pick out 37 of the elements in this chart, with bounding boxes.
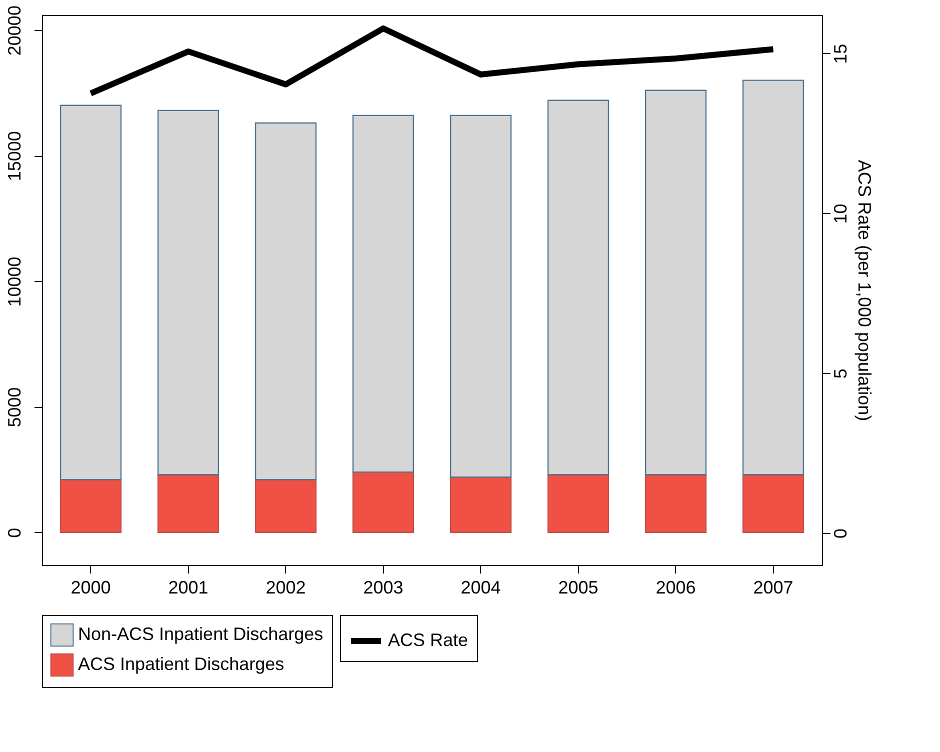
bar xyxy=(157,474,220,533)
x-tick-label: 2001 xyxy=(168,578,208,598)
bar xyxy=(254,122,317,480)
bar xyxy=(352,114,414,473)
bar xyxy=(644,90,707,476)
bar xyxy=(450,114,512,478)
x-tick-label: 2006 xyxy=(656,578,696,598)
bar xyxy=(547,100,610,476)
y2-tick-label: 5 xyxy=(830,368,850,379)
bar xyxy=(254,479,317,533)
bar xyxy=(450,476,512,533)
bar xyxy=(157,110,220,476)
x-tick-label: 2004 xyxy=(460,578,501,598)
y-tick-label: 20000 xyxy=(4,6,24,56)
bar xyxy=(60,479,122,533)
y-tick-label: 5000 xyxy=(4,387,24,428)
y2-tick-label: 0 xyxy=(830,528,850,539)
bar xyxy=(60,104,122,480)
y2-axis-title: ACS Rate (per 1,000 population) xyxy=(854,160,874,422)
y2-tick-label: 10 xyxy=(830,204,850,224)
bar xyxy=(547,474,610,533)
x-tick-label: 2005 xyxy=(558,578,598,598)
y-tick-label: 10000 xyxy=(4,256,24,307)
x-tick-label: 2000 xyxy=(70,578,111,598)
bar xyxy=(742,474,804,533)
bar xyxy=(742,80,804,476)
y2-tick-label: 15 xyxy=(830,44,850,64)
bar xyxy=(352,471,414,533)
x-tick-label: 2007 xyxy=(753,578,794,598)
x-tick-label: 2002 xyxy=(266,578,306,598)
x-tick-label: 2003 xyxy=(363,578,404,598)
legend-label: ACS Inpatient Discharges xyxy=(78,654,284,674)
legend-label: Non-ACS Inpatient Discharges xyxy=(78,624,324,644)
y-tick-label: 0 xyxy=(4,528,24,538)
legend-label: ACS Rate xyxy=(388,630,468,650)
bar xyxy=(644,474,707,533)
y-tick-label: 15000 xyxy=(4,131,24,182)
